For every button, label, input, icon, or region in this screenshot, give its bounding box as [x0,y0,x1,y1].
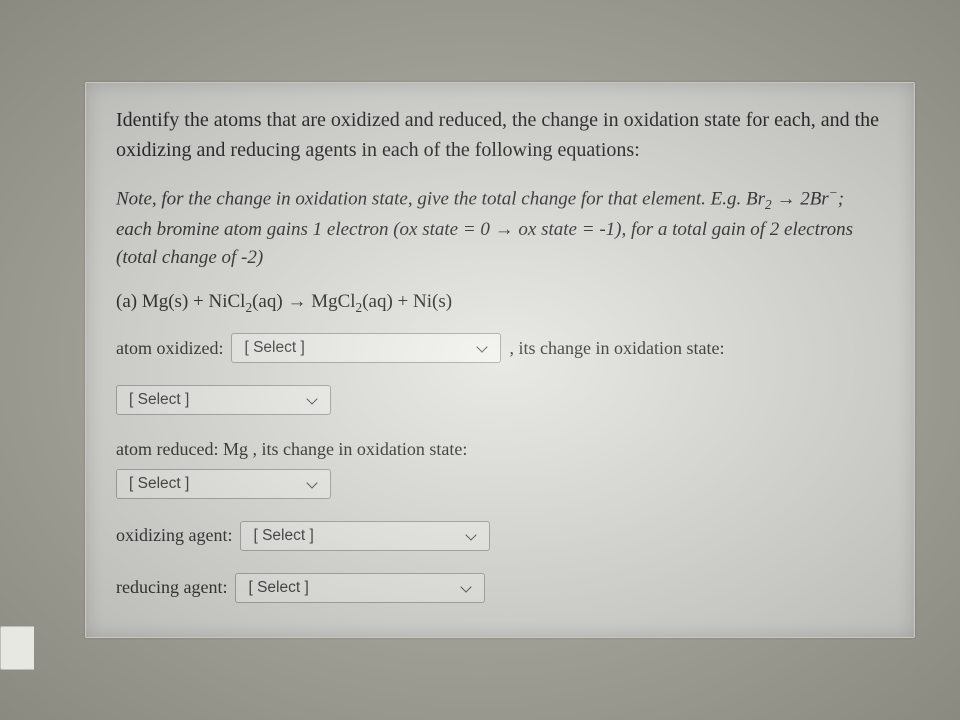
select-oxidizing-agent[interactable]: [ Select ] [240,521,490,551]
row-oxidized-change: [ Select ] [116,385,884,415]
select-reduced-change[interactable]: [ Select ] [116,469,331,499]
select-oxidized-change[interactable]: [ Select ] [116,385,331,415]
question-card: Identify the atoms that are oxidized and… [85,82,915,637]
select-atom-oxidized[interactable]: [ Select ] [231,333,501,363]
note-text-2: → 2Br [772,189,829,210]
select-value: [ Select ] [129,391,189,409]
chevron-down-icon [460,581,474,595]
label-reducing-agent: reducing agent: [116,575,227,600]
row-reducing-agent: reducing agent: [ Select ] [116,573,884,603]
select-reducing-agent[interactable]: [ Select ] [235,573,485,603]
chevron-down-icon [476,341,490,355]
row-atom-reduced: atom reduced: Mg , its change in oxidati… [116,437,884,498]
select-value: [ Select ] [129,475,189,493]
question-note: Note, for the change in oxidation state,… [116,183,884,272]
eq-part-1: (a) Mg(s) + NiCl [116,291,245,312]
eq-part-2: (aq) → MgCl [252,291,355,312]
label-oxidizing-agent: oxidizing agent: [116,523,232,548]
side-tab-handle[interactable] [0,626,34,670]
select-value: [ Select ] [248,579,308,597]
chevron-down-icon [465,529,479,543]
select-value: [ Select ] [244,339,304,357]
chevron-down-icon [306,393,320,407]
question-prompt: Identify the atoms that are oxidized and… [116,105,884,165]
eq-part-3: (aq) + Ni(s) [362,291,452,312]
note-text-1: Note, for the change in oxidation state,… [116,189,765,210]
sub-2a: 2 [765,198,772,213]
chevron-down-icon [306,477,320,491]
label-after-oxidized: , its change in oxidation state: [509,336,724,361]
row-oxidizing-agent: oxidizing agent: [ Select ] [116,521,884,551]
row-atom-oxidized: atom oxidized: [ Select ] , its change i… [116,333,884,363]
equation-a: (a) Mg(s) + NiCl2(aq) → MgCl2(aq) + Ni(s… [116,291,884,316]
label-atom-reduced: atom reduced: Mg , its change in oxidati… [116,437,884,462]
label-atom-oxidized: atom oxidized: [116,336,223,361]
select-value: [ Select ] [253,527,313,545]
sup-minus: − [829,185,838,200]
